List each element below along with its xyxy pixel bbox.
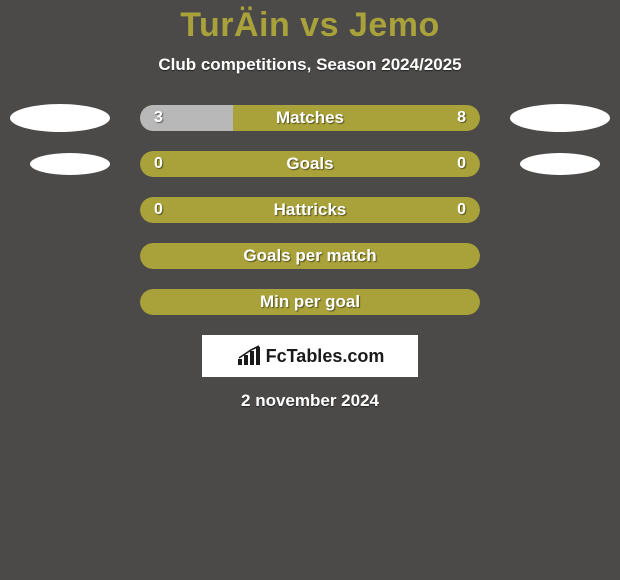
team-left-logo <box>30 153 110 175</box>
team-right-logo <box>520 153 600 175</box>
team-right-logo <box>510 104 610 132</box>
page-title: TurÄin vs Jemo <box>0 6 620 45</box>
date-line: 2 november 2024 <box>0 391 620 411</box>
stat-bar: 0 Goals 0 <box>140 151 480 177</box>
brand-box: FcTables.com <box>202 335 418 377</box>
stat-bar: Min per goal <box>140 289 480 315</box>
stat-label: Matches <box>140 105 480 131</box>
stat-label: Hattricks <box>140 197 480 223</box>
brand-text: FcTables.com <box>266 346 385 367</box>
stat-label: Min per goal <box>140 289 480 315</box>
stat-row-goals: 0 Goals 0 <box>0 151 620 177</box>
brand-chart-icon <box>236 345 262 367</box>
stat-rows: 3 Matches 8 0 Goals 0 0 Hattricks <box>0 105 620 315</box>
stat-right-value: 0 <box>443 197 480 223</box>
team-left-logo <box>10 104 110 132</box>
stat-bar: 0 Hattricks 0 <box>140 197 480 223</box>
stat-row-matches: 3 Matches 8 <box>0 105 620 131</box>
stat-row-mpg: Min per goal <box>0 289 620 315</box>
stat-bar: Goals per match <box>140 243 480 269</box>
stat-bar: 3 Matches 8 <box>140 105 480 131</box>
stat-row-hattricks: 0 Hattricks 0 <box>0 197 620 223</box>
comparison-card: TurÄin vs Jemo Club competitions, Season… <box>0 0 620 580</box>
stat-label: Goals <box>140 151 480 177</box>
stat-right-value: 8 <box>443 105 480 131</box>
stat-label: Goals per match <box>140 243 480 269</box>
subtitle: Club competitions, Season 2024/2025 <box>0 55 620 75</box>
stat-row-gpm: Goals per match <box>0 243 620 269</box>
stat-right-value: 0 <box>443 151 480 177</box>
